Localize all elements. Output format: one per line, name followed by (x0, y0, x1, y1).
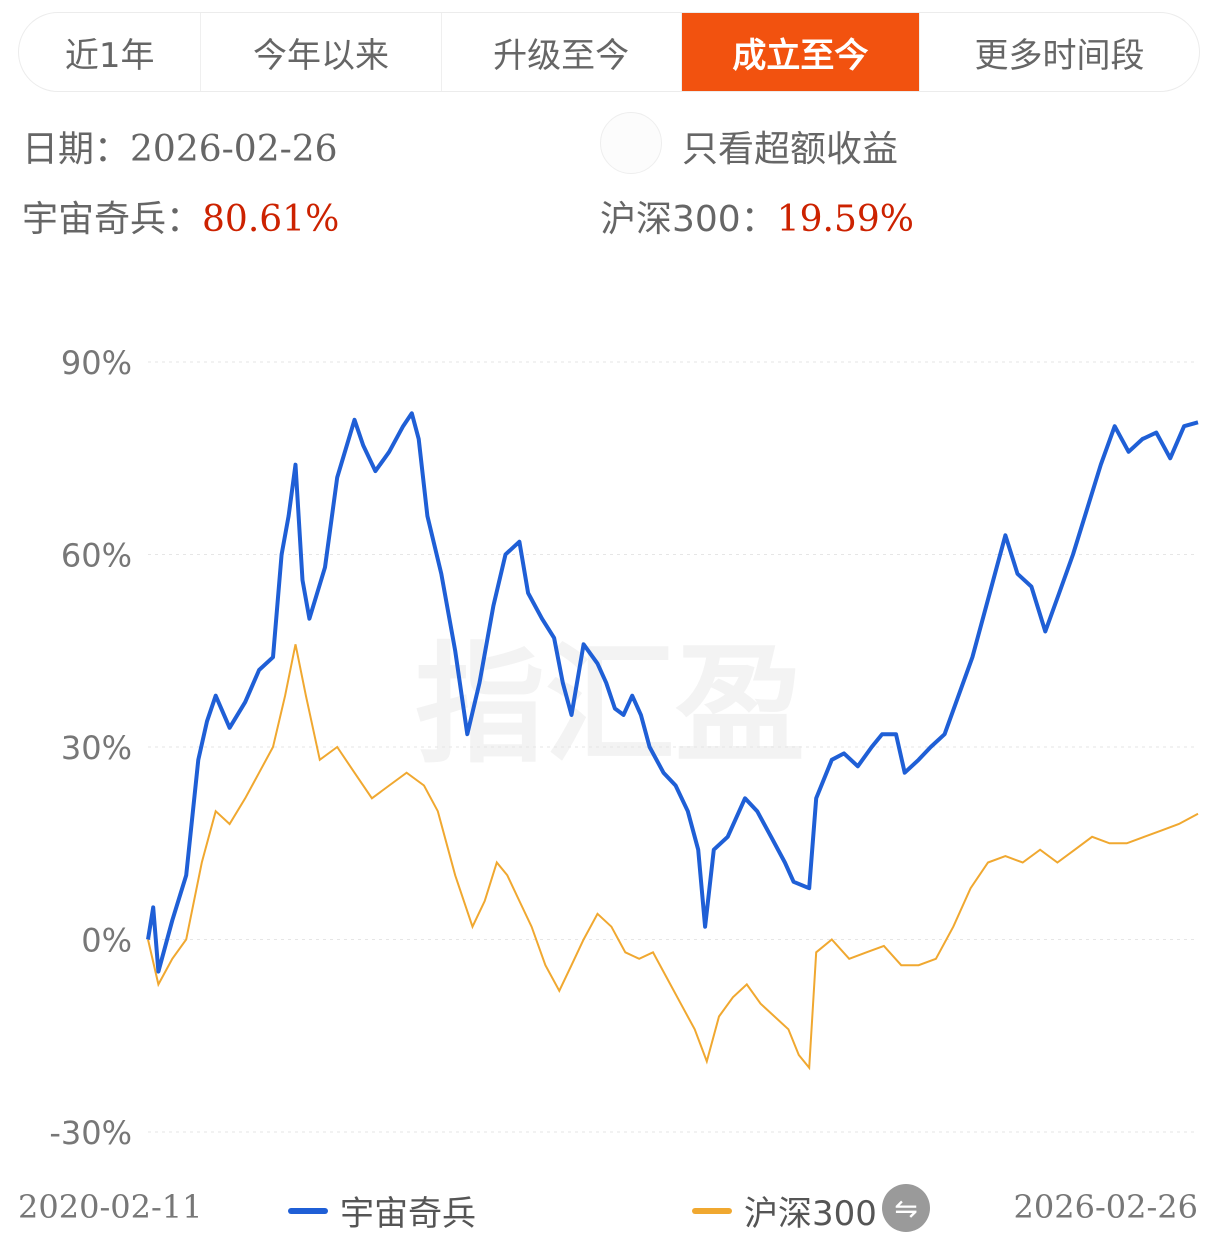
swap-icon[interactable]: ⇋ (882, 1184, 930, 1232)
legend-bench-label: 沪深300 (744, 1194, 877, 1234)
excess-only-toggle[interactable] (600, 112, 662, 174)
tab-1-year[interactable]: 近1年 (19, 13, 202, 91)
y-tick-label: 60% (61, 537, 132, 575)
excess-only-label: 只看超额收益 (682, 129, 899, 170)
bench-return-row: 沪深300：19.59% (600, 190, 914, 242)
legend-fund[interactable]: 宇宙奇兵 (288, 1186, 476, 1235)
bench-series-line (147, 644, 1199, 1071)
bench-return-value: 19.59% (776, 199, 914, 240)
x-start-date: 2020-02-11 (18, 1188, 203, 1226)
legend-bench-swatch (692, 1207, 732, 1214)
x-end-date: 2026-02-26 (1013, 1188, 1199, 1226)
legend-fund-swatch (288, 1207, 328, 1214)
date-label: 日期： (22, 129, 131, 170)
legend-bench[interactable]: 沪深300 (692, 1186, 877, 1235)
date-row: 日期：2026-02-26 (22, 120, 338, 172)
bench-label: 沪深300： (600, 199, 777, 240)
fund-label: 宇宙奇兵： (22, 199, 203, 240)
tab-since-upgrade[interactable]: 升级至今 (442, 13, 682, 91)
period-tabs: 近1年 今年以来 升级至今 成立至今 更多时间段 (18, 12, 1200, 92)
fund-series-line (146, 411, 1199, 974)
fund-return-row: 宇宙奇兵：80.61% (22, 190, 339, 242)
tab-since-inception[interactable]: 成立至今 (681, 13, 920, 91)
y-tick-label: -30% (49, 1114, 132, 1152)
tab-more-periods[interactable]: 更多时间段 (974, 35, 1145, 76)
tab-ytd[interactable]: 今年以来 (201, 13, 442, 91)
legend-fund-label: 宇宙奇兵 (340, 1194, 476, 1234)
y-tick-label: 0% (81, 922, 132, 960)
date-value: 2026-02-26 (130, 129, 338, 170)
y-tick-label: 30% (61, 729, 132, 767)
fund-return-value: 80.61% (202, 199, 340, 240)
y-tick-label: 90% (61, 344, 132, 382)
watermark: 指汇盈 (415, 629, 805, 781)
